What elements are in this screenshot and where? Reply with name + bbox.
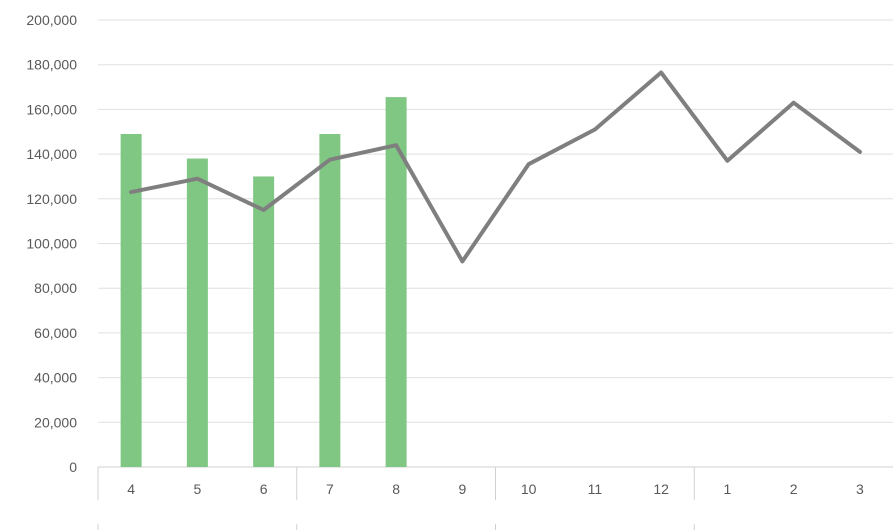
y-tick-label: 140,000 <box>26 146 77 162</box>
y-tick-label: 200,000 <box>26 12 77 28</box>
x-tick-label: 12 <box>653 481 669 497</box>
line-series <box>129 70 862 264</box>
y-tick-label: 120,000 <box>26 191 77 207</box>
x-tick-label: 9 <box>458 481 466 497</box>
x-tick-label: 8 <box>392 481 400 497</box>
x-tick-label: 3 <box>856 481 864 497</box>
x-tick-label: 2 <box>790 481 798 497</box>
x-tick-label: 4 <box>127 481 135 497</box>
bar <box>385 97 407 468</box>
bar <box>253 176 275 467</box>
bar <box>319 133 341 468</box>
y-axis: 0 20,000 40,000 60,000 80,000 100,000 120,000 1… <box>26 12 77 475</box>
y-tick-label: 20,000 <box>34 414 77 430</box>
y-tick-label: 40,000 <box>34 370 77 386</box>
x-tick-label: 11 <box>588 481 603 497</box>
x-tick-label: 5 <box>193 481 201 497</box>
x-tick-label: 1 <box>723 481 731 497</box>
x-tick-label: 7 <box>326 481 334 497</box>
line-path <box>129 70 862 264</box>
gridlines <box>98 19 893 468</box>
y-tick-label: 160,000 <box>26 101 77 117</box>
y-tick-label: 80,000 <box>34 280 77 296</box>
x-axis: 4 5 6 7 8 9 10 11 12 1 2 3 <box>97 467 864 530</box>
y-tick-label: 60,000 <box>34 325 77 341</box>
bar <box>186 158 208 467</box>
y-tick-label: 180,000 <box>26 57 77 73</box>
bar <box>120 133 142 468</box>
y-tick-label: 0 <box>69 459 77 475</box>
y-tick-label: 100,000 <box>26 236 77 252</box>
x-tick-label: 6 <box>260 481 268 497</box>
bar-series <box>120 97 407 468</box>
x-tick-label: 10 <box>521 481 537 497</box>
